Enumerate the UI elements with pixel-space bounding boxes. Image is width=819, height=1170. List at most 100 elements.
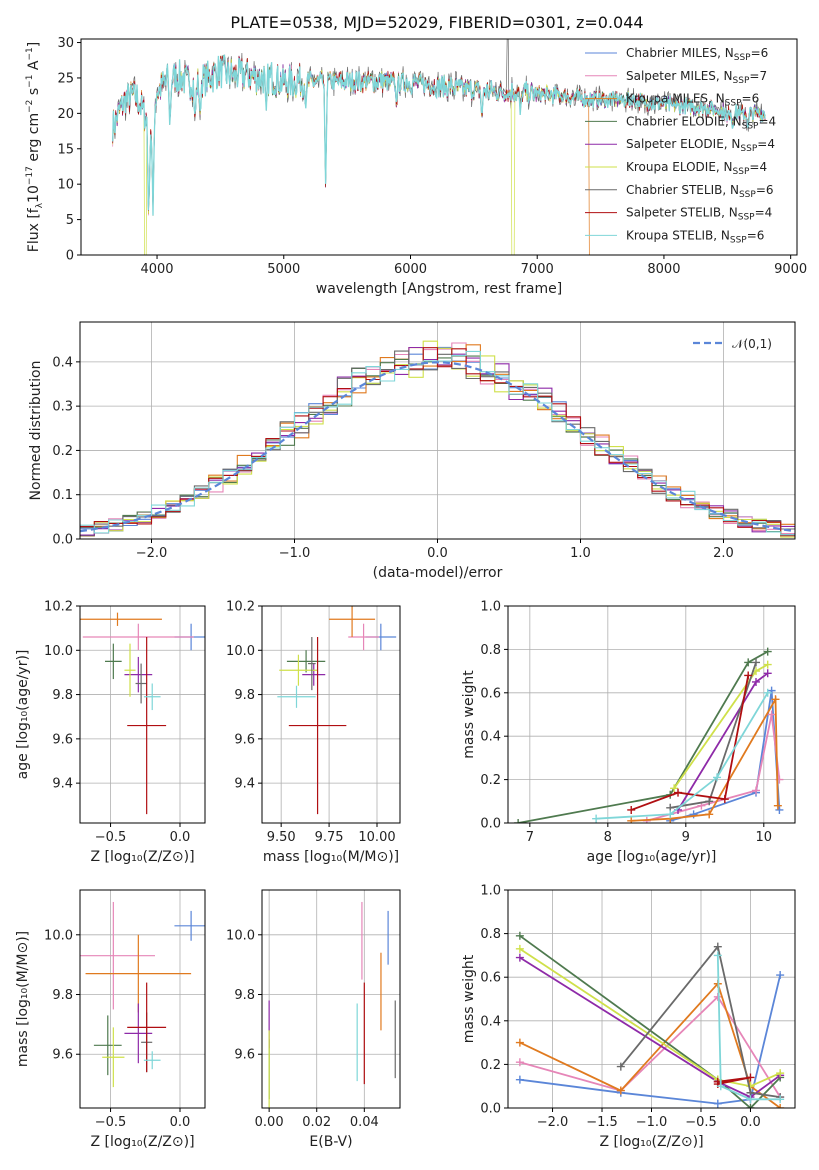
x-axis-label: E(B-V) <box>309 1134 352 1150</box>
marker <box>515 944 524 953</box>
errorbar-kroupa-stelib <box>143 683 161 711</box>
x-axis-label: Z [log₁₀(Z/Z⊙)] <box>90 849 194 865</box>
x-tick-label: 0.0 <box>427 546 448 561</box>
histogram-kroupa-elodie <box>80 340 795 538</box>
y-tick-label: 0.6 <box>480 971 501 986</box>
errorbar-salpeter-stelib <box>127 637 167 815</box>
age-vs-metallicity-panel: −0.5 0.0 9.4 9.6 9.8 10.0 10.2 Z [log₁₀(Z/Z⊙)] a… <box>15 600 206 865</box>
marker <box>689 810 698 819</box>
marker <box>776 971 785 980</box>
x-tick-label: 10 <box>756 830 773 845</box>
marker <box>514 819 523 823</box>
marker <box>767 710 776 719</box>
x-tick-label: 8000 <box>647 262 680 277</box>
weight-line-kroupa-miles <box>519 981 781 1108</box>
x-tick-label: 9000 <box>774 262 807 277</box>
marker <box>746 1095 755 1104</box>
y-tick-label: 9.6 <box>234 732 255 747</box>
weight-line-salpeter-stelib <box>630 675 750 811</box>
y-tick-label: 9.8 <box>52 688 73 703</box>
marker <box>776 1069 785 1078</box>
x-tick-label: 7000 <box>521 262 554 277</box>
marker <box>752 658 761 667</box>
y-tick-label: 0.6 <box>480 686 501 701</box>
axes-frame <box>79 889 206 1109</box>
legend-label: 𝒩(0,1) <box>732 337 772 351</box>
marker <box>752 677 761 686</box>
marker <box>627 805 636 814</box>
y-tick-label: 0.0 <box>52 533 73 548</box>
marker <box>763 647 772 656</box>
y-tick-label: 1.0 <box>480 884 501 899</box>
marker <box>705 810 714 819</box>
x-tick-label: 4000 <box>140 262 173 277</box>
age-vs-mass-panel: 9.50 9.75 10.00 9.4 9.6 9.8 10.0 10.2 mass [log₁… <box>226 600 401 865</box>
x-tick-label: 6000 <box>394 262 427 277</box>
y-tick-label: 20 <box>57 107 74 122</box>
x-tick-label: 2.0 <box>713 546 734 561</box>
y-axis-label: Normed distribution <box>28 361 44 501</box>
marker <box>592 814 601 823</box>
errorbar-chabrier-elodie <box>105 643 122 680</box>
x-tick-label: −1.0 <box>636 1115 668 1130</box>
plot-area <box>268 901 396 1108</box>
legend-label: Chabrier ELODIE, NSSP=4 <box>626 114 776 131</box>
errorbar-chabrier-elodie <box>93 1015 122 1076</box>
y-tick-label: 0.4 <box>480 1014 501 1029</box>
plot-area <box>277 606 397 815</box>
errorbar-salpeter-elodie <box>124 656 153 693</box>
mass-vs-extinction-panel: 0.00 0.02 0.04 9.6 9.8 10.0 E(B-V) <box>226 889 401 1150</box>
marker <box>713 773 722 782</box>
errorbar-salpeter-miles <box>348 623 379 651</box>
x-tick-label: 8 <box>604 830 612 845</box>
legend-label: Salpeter MILES, NSSP=7 <box>626 69 767 86</box>
legend-label: Kroupa STELIB, NSSP=6 <box>626 228 764 245</box>
marker <box>744 671 753 680</box>
mass-weight-vs-metallicity-panel: −2.0 −1.5 −1.0 −0.5 0.0 0.0 0.2 0.4 0.6 0.8 1.0 Z [… <box>461 884 796 1150</box>
y-axis-label: Flux [fλ10−17 erg cm−2 s−1 A−1] <box>25 42 45 252</box>
y-axis-label: mass weight <box>461 954 477 1043</box>
y-tick-label: 0.0 <box>480 1102 501 1117</box>
plot-area <box>515 931 785 1108</box>
plot-area <box>80 901 205 1088</box>
mass-weight-vs-age-panel: 7 8 9 10 0.0 0.2 0.4 0.6 0.8 1.0 age [log₁₀(age/yr… <box>461 600 796 865</box>
y-tick-label: 9.6 <box>52 732 73 747</box>
y-tick-label: 0.8 <box>480 927 501 942</box>
marker <box>763 669 772 678</box>
x-tick-label: 0.00 <box>255 1115 284 1130</box>
errorbar-kroupa-stelib <box>143 1051 161 1070</box>
x-tick-label: −1.5 <box>586 1115 618 1130</box>
y-tick-label: 0.0 <box>480 817 501 832</box>
marker <box>670 784 679 793</box>
x-tick-label: 10.00 <box>358 830 395 845</box>
plot-area <box>514 647 784 823</box>
plot-area <box>80 612 205 815</box>
marker <box>713 942 722 951</box>
errorbar-salpeter-elodie <box>302 663 326 686</box>
y-tick-label: 0.4 <box>480 730 501 745</box>
x-tick-label: 5000 <box>267 262 300 277</box>
marker <box>616 1062 625 1071</box>
errorbar-salpeter-miles <box>82 623 194 651</box>
x-tick-label: −1.0 <box>279 546 311 561</box>
spectrum-line-kroupa-stelib <box>112 54 766 216</box>
errorbar-chabrier-stelib <box>135 663 147 704</box>
marker <box>666 810 675 819</box>
x-tick-label: 9.50 <box>267 830 296 845</box>
y-tick-label: 0.1 <box>52 488 73 503</box>
plot-area <box>80 340 795 538</box>
legend-label: Salpeter ELODIE, NSSP=4 <box>626 137 775 154</box>
x-axis-label: Z [log₁₀(Z/Z⊙)] <box>599 1134 703 1150</box>
spectrum-panel: 4000 5000 6000 7000 8000 9000 0 5 10 15 20 25 30 wave… <box>25 36 807 297</box>
marker <box>776 1095 785 1104</box>
x-tick-label: 7 <box>526 830 534 845</box>
legend-label: Salpeter STELIB, NSSP=4 <box>626 206 772 223</box>
x-axis-label: Z [log₁₀(Z/Z⊙)] <box>90 1134 194 1150</box>
weight-line-salpeter-elodie <box>519 956 781 1099</box>
errorbar-kroupa-elodie <box>279 654 318 686</box>
figure-title: PLATE=0538, MJD=52029, FIBERID=0301, z=0… <box>230 13 643 32</box>
x-axis-label: (data-model)/error <box>373 565 503 581</box>
errorbar-kroupa-miles <box>80 612 162 626</box>
marker <box>627 816 636 823</box>
x-tick-label: −2.0 <box>537 1115 569 1130</box>
